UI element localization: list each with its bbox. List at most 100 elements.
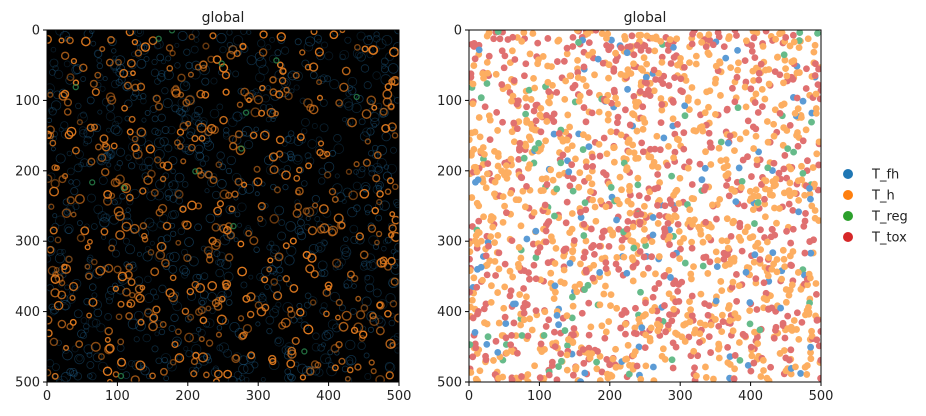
left-background-cell	[231, 172, 242, 183]
scatter-point-t-h	[796, 69, 803, 76]
scatter-point-t-tox	[691, 364, 698, 372]
scatter-point-t-h	[702, 148, 709, 156]
scatter-point-t-tox	[578, 309, 586, 317]
left-background-cell	[163, 375, 170, 382]
scatter-point-t-tox	[688, 244, 696, 252]
scatter-point-t-fh	[494, 348, 502, 356]
legend-marker-t-h	[843, 190, 853, 200]
scatter-point-t-h	[531, 84, 539, 92]
scatter-point-t-tox	[610, 65, 618, 73]
scatter-point-t-h	[469, 248, 474, 256]
left-orange-cell	[60, 89, 70, 99]
scatter-point-t-tox	[811, 72, 819, 79]
left-orange-cell	[187, 313, 195, 321]
scatter-point-t-h	[519, 187, 527, 195]
left-background-cell	[351, 102, 362, 114]
scatter-point-t-h	[632, 98, 639, 106]
scatter-point-t-h	[630, 60, 637, 68]
scatter-point-t-tox	[719, 318, 727, 326]
left-orange-cell	[291, 336, 300, 346]
scatter-point-t-tox	[801, 217, 809, 225]
scatter-point-t-h	[515, 196, 523, 204]
left-orange-cell	[253, 94, 264, 105]
scatter-point-t-h	[797, 285, 805, 293]
scatter-point-t-h	[742, 103, 750, 111]
left-background-cell	[53, 69, 64, 80]
left-background-cell	[115, 68, 124, 77]
scatter-point-t-h	[639, 312, 647, 320]
left-background-cell	[165, 194, 172, 201]
left-background-cell	[366, 127, 375, 136]
left-orange-cell	[182, 98, 191, 107]
left-orange-cell	[105, 92, 116, 102]
left-background-cell	[364, 274, 371, 281]
scatter-point-t-tox	[744, 153, 751, 161]
left-orange-cell	[170, 86, 181, 97]
scatter-point-t-h	[673, 186, 681, 194]
scatter-point-t-h	[770, 132, 778, 140]
left-orange-cell	[58, 37, 65, 44]
left-orange-cell	[204, 127, 214, 137]
left-background-cell	[163, 234, 172, 243]
scatter-point-t-h	[722, 156, 730, 164]
left-orange-cell	[99, 46, 106, 53]
left-orange-cell	[374, 239, 380, 246]
left-orange-cell	[259, 30, 268, 39]
scatter-point-t-tox	[771, 231, 779, 239]
left-background-cell	[368, 259, 379, 270]
left-background-cell	[75, 102, 82, 110]
scatter-point-t-h	[771, 204, 778, 212]
scatter-point-t-tox	[485, 52, 493, 60]
scatter-point-t-tox	[641, 344, 649, 352]
left-background-cell	[169, 222, 176, 229]
left-background-cell	[104, 147, 113, 156]
left-orange-cell	[127, 278, 136, 287]
scatter-point-t-h	[563, 136, 571, 144]
scatter-point-t-tox	[510, 77, 518, 84]
scatter-point-t-tox	[551, 343, 559, 351]
left-orange-cell	[246, 310, 255, 319]
left-background-cell	[285, 221, 296, 232]
left-background-cell	[223, 348, 232, 358]
scatter-point-t-h	[665, 213, 672, 221]
scatter-point-t-h	[622, 355, 629, 363]
left-orange-cell	[376, 257, 387, 268]
left-background-cell	[188, 366, 197, 375]
scatter-point-t-tox	[557, 350, 565, 357]
scatter-point-t-h	[741, 83, 749, 91]
scatter-point-t-tox	[664, 47, 672, 54]
scatter-point-t-h	[522, 142, 530, 150]
left-background-cell	[73, 372, 83, 381]
left-background-cell	[339, 53, 346, 61]
scatter-point-t-h	[625, 136, 633, 144]
left-orange-cell	[197, 171, 205, 179]
scatter-point-t-h	[763, 374, 771, 382]
left-background-cell	[388, 319, 396, 327]
scatter-point-t-h	[626, 361, 633, 369]
scatter-point-t-h	[714, 257, 722, 264]
left-orange-cell	[115, 58, 122, 66]
scatter-point-t-h	[499, 218, 507, 226]
scatter-point-t-h	[629, 141, 637, 149]
left-background-cell	[339, 49, 350, 60]
left-orange-cell	[330, 343, 340, 353]
scatter-point-t-fh	[623, 49, 631, 57]
scatter-point-t-tox	[650, 66, 658, 74]
scatter-point-t-tox	[629, 263, 637, 271]
left-background-cell	[287, 72, 294, 79]
scatter-point-t-tox	[570, 325, 578, 332]
scatter-point-t-tox	[689, 30, 696, 38]
scatter-point-t-h	[790, 317, 798, 324]
scatter-point-t-h	[484, 69, 492, 77]
left-background-cell	[237, 222, 242, 228]
left-background-cell	[66, 368, 75, 376]
scatter-point-t-tox	[760, 279, 768, 287]
left-x-tick-label: 500	[387, 389, 412, 404]
scatter-point-t-h	[757, 246, 765, 254]
left-background-cell	[140, 364, 148, 372]
scatter-point-t-h	[793, 326, 800, 333]
left-orange-cell	[236, 101, 244, 108]
left-orange-cell	[338, 321, 349, 332]
scatter-point-t-tox	[630, 93, 638, 100]
left-orange-cell	[234, 130, 243, 139]
